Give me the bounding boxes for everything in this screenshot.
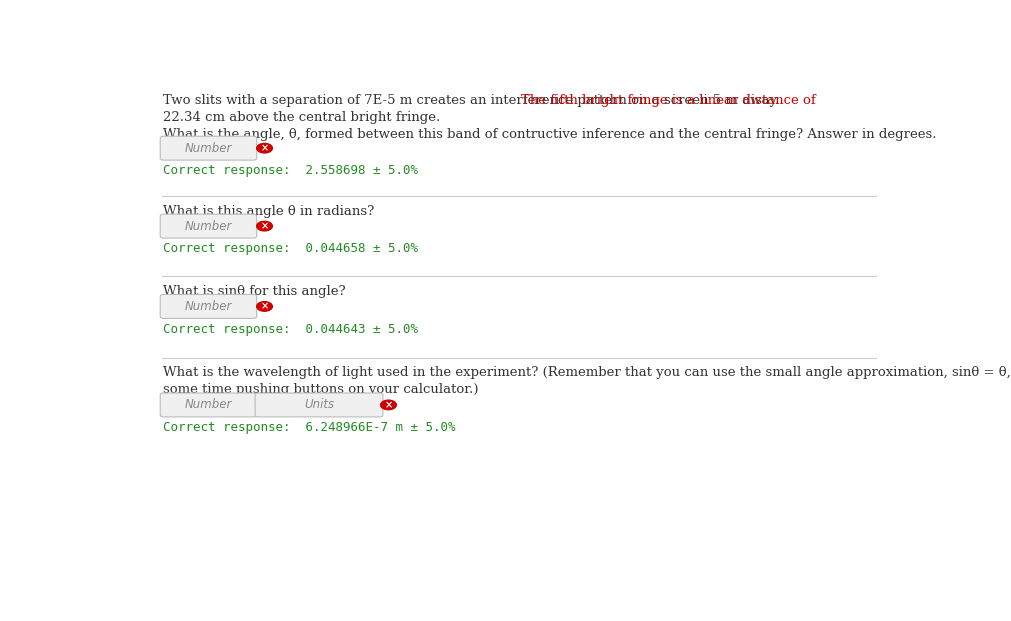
- Text: Units: Units: [303, 399, 334, 412]
- Circle shape: [380, 400, 396, 410]
- Text: 22.34 cm above the central bright fringe.: 22.34 cm above the central bright fringe…: [163, 111, 440, 124]
- Circle shape: [257, 143, 272, 153]
- Text: ×: ×: [384, 400, 392, 410]
- FancyBboxPatch shape: [160, 294, 257, 319]
- FancyBboxPatch shape: [160, 214, 257, 238]
- FancyBboxPatch shape: [255, 393, 382, 417]
- Text: ×: ×: [260, 301, 268, 312]
- Text: Number: Number: [185, 300, 232, 313]
- Text: Number: Number: [185, 399, 232, 412]
- Text: What is sinθ for this angle?: What is sinθ for this angle?: [163, 285, 346, 298]
- Text: Correct response:  6.248966E-7 m ± 5.0%: Correct response: 6.248966E-7 m ± 5.0%: [163, 421, 455, 434]
- Text: Two slits with a separation of 7E-5 m creates an interference pattern on a scree: Two slits with a separation of 7E-5 m cr…: [163, 94, 784, 107]
- FancyBboxPatch shape: [160, 393, 257, 417]
- Text: ×: ×: [260, 221, 268, 231]
- Circle shape: [257, 221, 272, 231]
- Text: Correct response:  0.044643 ± 5.0%: Correct response: 0.044643 ± 5.0%: [163, 323, 418, 336]
- Text: What is this angle θ in radians?: What is this angle θ in radians?: [163, 204, 374, 217]
- Text: Number: Number: [185, 142, 232, 155]
- Text: What is the wavelength of light used in the experiment? (Remember that you can u: What is the wavelength of light used in …: [163, 366, 1011, 379]
- FancyBboxPatch shape: [160, 136, 257, 160]
- Text: What is the angle, θ, formed between this band of contructive inference and the : What is the angle, θ, formed between thi…: [163, 128, 936, 141]
- Text: The fifth bright fringe is a linear distance of: The fifth bright fringe is a linear dist…: [520, 94, 815, 107]
- Text: Correct response:  2.558698 ± 5.0%: Correct response: 2.558698 ± 5.0%: [163, 165, 418, 178]
- Circle shape: [257, 302, 272, 311]
- Text: ×: ×: [260, 143, 268, 153]
- Text: some time pushing buttons on your calculator.): some time pushing buttons on your calcul…: [163, 383, 478, 396]
- Text: Number: Number: [185, 220, 232, 233]
- Text: Correct response:  0.044658 ± 5.0%: Correct response: 0.044658 ± 5.0%: [163, 242, 418, 255]
